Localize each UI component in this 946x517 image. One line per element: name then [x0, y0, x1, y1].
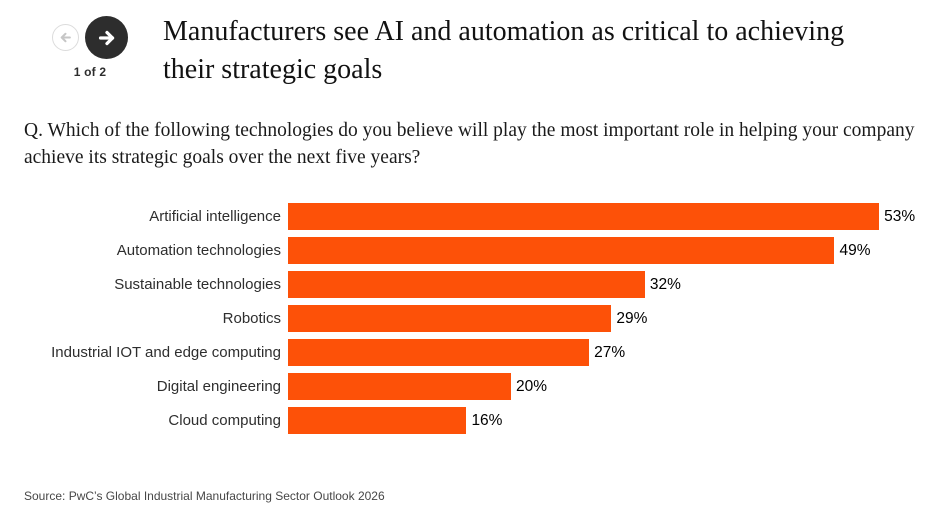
category-label: Digital engineering — [156, 378, 281, 395]
bar-track: 27% — [288, 339, 946, 366]
bar — [288, 271, 645, 298]
bar — [288, 203, 880, 230]
nav-buttons — [52, 16, 128, 59]
value-label: 27% — [594, 343, 626, 361]
arrow-left-icon — [58, 30, 73, 45]
bar — [288, 339, 590, 366]
chart-row: Cloud computing 16% — [0, 407, 946, 434]
bar-track: 20% — [288, 373, 946, 400]
prev-button[interactable] — [52, 24, 79, 51]
value-label: 49% — [839, 241, 871, 259]
next-button[interactable] — [85, 16, 128, 59]
bar — [288, 237, 835, 264]
bar — [288, 373, 512, 400]
bar-track: 49% — [288, 237, 946, 264]
value-label: 53% — [884, 207, 916, 225]
carousel-nav: 1 of 2 — [52, 16, 128, 79]
category-label: Sustainable technologies — [114, 276, 281, 293]
bar-track: 53% — [288, 203, 946, 230]
category-label: Automation technologies — [116, 242, 281, 259]
category-label: Robotics — [222, 310, 281, 327]
value-label: 29% — [616, 309, 648, 327]
chart-row: Sustainable technologies 32% — [0, 271, 946, 298]
chart-row: Industrial IOT and edge computing 27% — [0, 339, 946, 366]
value-label: 16% — [471, 411, 503, 429]
category-label: Artificial intelligence — [149, 208, 281, 225]
bar-track: 16% — [288, 407, 946, 434]
chart-row: Automation technologies 49% — [0, 237, 946, 264]
bar-chart: Artificial intelligence 53% Automation tec… — [0, 203, 946, 434]
bar-track: 29% — [288, 305, 946, 332]
arrow-right-icon — [96, 27, 118, 49]
bar — [288, 407, 467, 434]
value-label: 20% — [516, 377, 548, 395]
bar-track: 32% — [288, 271, 946, 298]
value-label: 32% — [649, 275, 681, 293]
chart-row: Digital engineering 20% — [0, 373, 946, 400]
source-note: Source: PwC’s Global Industrial Manufact… — [24, 489, 385, 503]
page-title: Manufacturers see AI and automation as c… — [163, 16, 845, 85]
category-label: Cloud computing — [168, 412, 281, 429]
survey-question: Q. Which of the following technologies d… — [24, 120, 915, 168]
bar — [288, 305, 612, 332]
category-label: Industrial IOT and edge computing — [51, 344, 281, 361]
chart-row: Robotics 29% — [0, 305, 946, 332]
header: 1 of 2 Manufacturers see AI and automati… — [0, 0, 946, 90]
chart-row: Artificial intelligence 53% — [0, 203, 946, 230]
page-indicator: 1 of 2 — [73, 65, 107, 79]
